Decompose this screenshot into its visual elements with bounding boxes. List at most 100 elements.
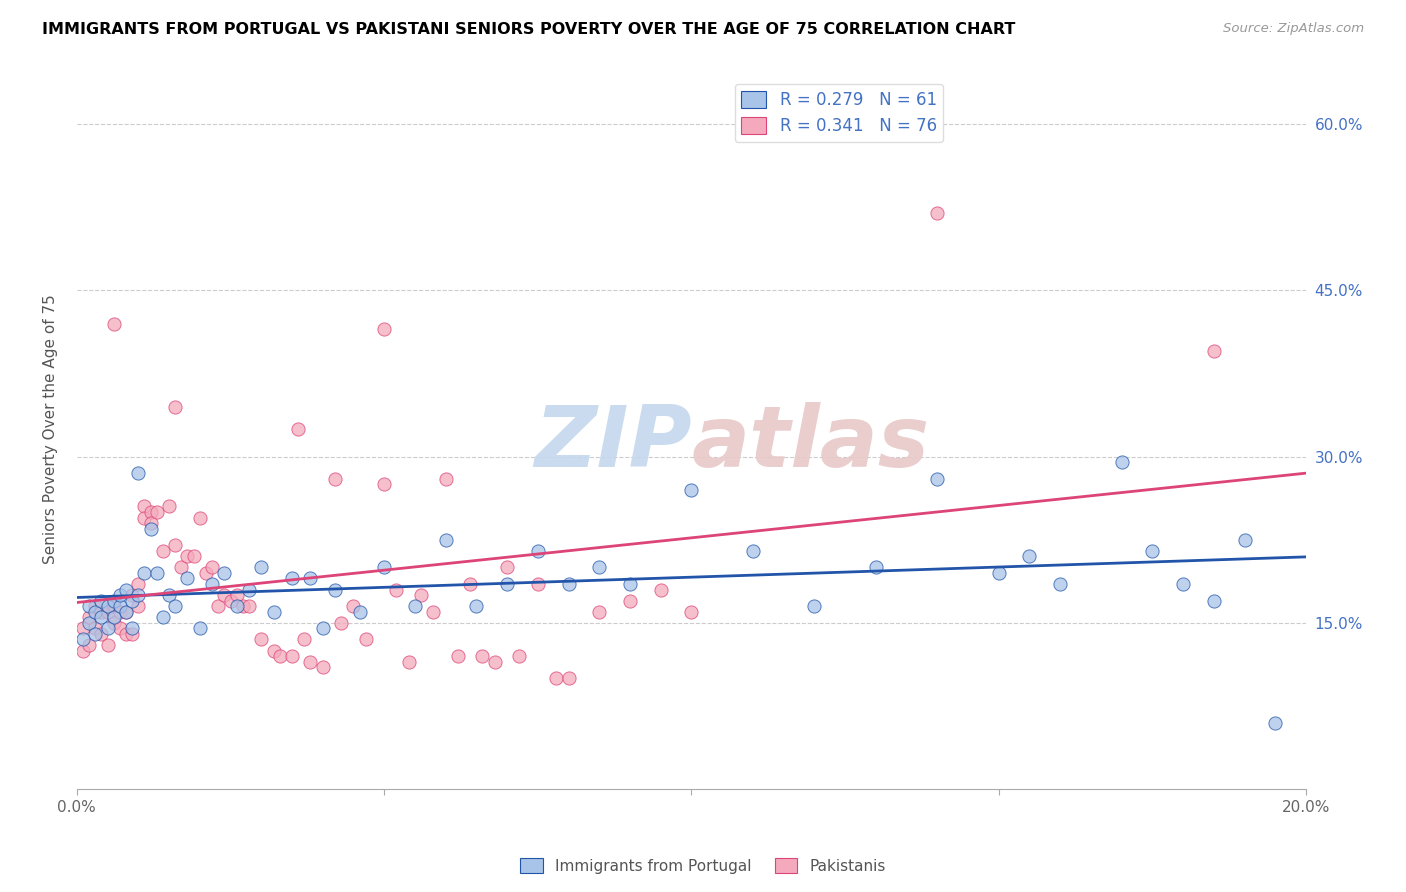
Point [927, 472, 949, 486]
Point [281, 649, 304, 664]
Point [121, 593, 143, 607]
Point [127, 588, 149, 602]
Point [72, 621, 94, 635]
Point [404, 599, 426, 614]
Text: IMMIGRANTS FROM PORTUGAL VS PAKISTANI SENIORS POVERTY OVER THE AGE OF 75 CORRELA: IMMIGRANTS FROM PORTUGAL VS PAKISTANI SE… [42, 22, 1015, 37]
Point [546, 671, 568, 685]
Point [103, 615, 125, 630]
Point [77, 610, 100, 624]
Point [97, 621, 120, 635]
Point [434, 472, 457, 486]
Point [183, 549, 205, 564]
Point [165, 400, 187, 414]
Point [619, 593, 641, 607]
Point [588, 605, 610, 619]
Point [139, 522, 162, 536]
Point [373, 477, 395, 491]
Point [269, 649, 291, 664]
Point [1171, 577, 1194, 591]
Point [103, 593, 125, 607]
Point [299, 572, 322, 586]
Point [165, 599, 187, 614]
Point [108, 588, 131, 602]
Point [342, 599, 364, 614]
Point [409, 588, 432, 602]
Point [354, 632, 377, 647]
Point [176, 549, 198, 564]
Point [108, 599, 131, 614]
Point [201, 577, 224, 591]
Point [250, 560, 273, 574]
Point [72, 643, 94, 657]
Point [84, 621, 107, 635]
Point [225, 599, 247, 614]
Point [134, 566, 156, 580]
Point [323, 582, 346, 597]
Point [152, 610, 174, 624]
Point [139, 505, 162, 519]
Point [557, 671, 579, 685]
Point [323, 472, 346, 486]
Point [170, 560, 193, 574]
Point [225, 588, 247, 602]
Point [373, 560, 395, 574]
Point [157, 588, 180, 602]
Point [312, 660, 335, 674]
Point [90, 593, 112, 607]
Point [97, 605, 120, 619]
Text: Source: ZipAtlas.com: Source: ZipAtlas.com [1223, 22, 1364, 36]
Point [214, 566, 236, 580]
Point [1049, 577, 1071, 591]
Point [496, 560, 519, 574]
Point [139, 516, 162, 530]
Point [619, 577, 641, 591]
Point [287, 422, 309, 436]
Point [121, 627, 143, 641]
Point [1233, 533, 1256, 547]
Point [157, 500, 180, 514]
Point [465, 599, 488, 614]
Point [145, 505, 167, 519]
Point [77, 638, 100, 652]
Point [176, 572, 198, 586]
Point [115, 605, 138, 619]
Point [232, 599, 254, 614]
Legend: Immigrants from Portugal, Pakistanis: Immigrants from Portugal, Pakistanis [513, 852, 893, 880]
Point [312, 621, 335, 635]
Point [77, 615, 100, 630]
Point [84, 605, 107, 619]
Point [145, 566, 167, 580]
Point [127, 466, 149, 480]
Point [188, 510, 211, 524]
Text: ZIP: ZIP [534, 401, 692, 484]
Point [194, 566, 217, 580]
Point [263, 605, 285, 619]
Point [90, 610, 112, 624]
Point [385, 582, 408, 597]
Point [458, 577, 481, 591]
Point [557, 577, 579, 591]
Point [165, 538, 187, 552]
Point [803, 599, 825, 614]
Point [188, 621, 211, 635]
Point [121, 621, 143, 635]
Point [103, 599, 125, 614]
Point [447, 649, 470, 664]
Point [103, 317, 125, 331]
Point [292, 632, 315, 647]
Point [987, 566, 1010, 580]
Point [72, 632, 94, 647]
Point [434, 533, 457, 547]
Point [134, 510, 156, 524]
Point [201, 560, 224, 574]
Point [84, 599, 107, 614]
Point [281, 572, 304, 586]
Point [373, 322, 395, 336]
Point [214, 588, 236, 602]
Point [115, 605, 138, 619]
Point [115, 582, 138, 597]
Point [508, 649, 530, 664]
Text: atlas: atlas [692, 401, 929, 484]
Point [527, 577, 550, 591]
Point [77, 599, 100, 614]
